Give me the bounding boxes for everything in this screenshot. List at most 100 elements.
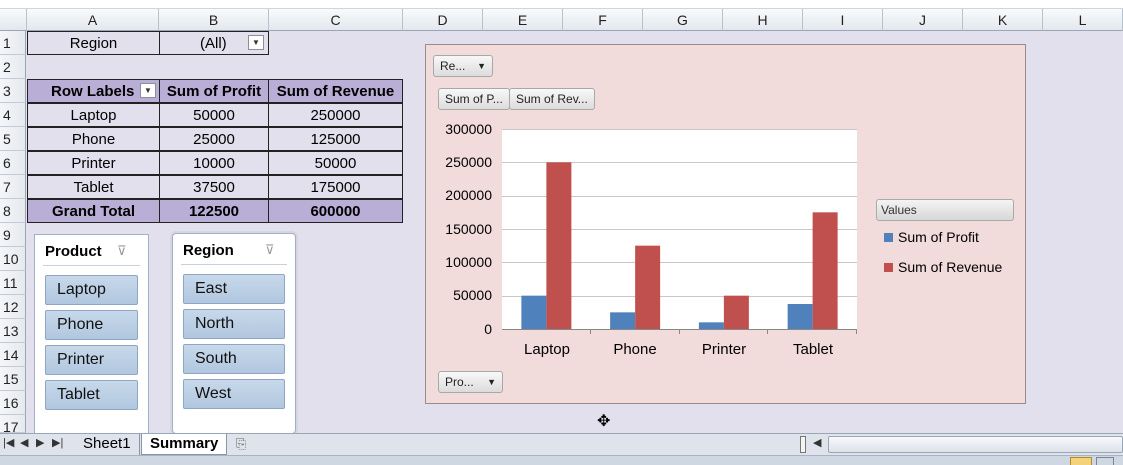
axis-field-label: Pro...	[445, 375, 474, 389]
pivot-header-revenue[interactable]: Sum of Revenue	[268, 79, 403, 103]
pivot-profit-value[interactable]: 37500	[159, 175, 269, 199]
bar-revenue-printer[interactable]	[723, 295, 749, 329]
bar-profit-printer[interactable]	[698, 322, 724, 329]
bar-profit-tablet[interactable]	[787, 304, 813, 329]
grand-total-revenue[interactable]: 600000	[268, 199, 403, 223]
value-field-button-profit[interactable]: Sum of P...	[438, 88, 510, 110]
product-slicer-title: Product	[45, 243, 102, 260]
prev-sheet-icon[interactable]: ◀	[20, 437, 29, 449]
scroll-left-icon[interactable]: ◀	[813, 437, 822, 449]
pivot-profit-value[interactable]: 25000	[159, 127, 269, 151]
column-header-k[interactable]: K	[963, 9, 1043, 31]
horizontal-scrollbar-thumb[interactable]	[828, 436, 1123, 453]
bar-profit-laptop[interactable]	[521, 295, 547, 329]
row-header-14[interactable]: 14	[0, 343, 26, 367]
row-header-2[interactable]: 2	[0, 55, 26, 79]
pivot-revenue-value[interactable]: 50000	[268, 151, 403, 175]
pivot-revenue-value[interactable]: 125000	[268, 127, 403, 151]
pivot-chart[interactable]: Re... ▼ Sum of P... Sum of Rev... 300000…	[425, 44, 1026, 404]
bar-revenue-tablet[interactable]	[812, 212, 838, 329]
row-header-15[interactable]: 15	[0, 367, 26, 391]
pivot-revenue-value[interactable]: 175000	[268, 175, 403, 199]
x-tick-label: Printer	[701, 341, 747, 358]
row-labels-dropdown-icon[interactable]: ▼	[140, 83, 156, 98]
grand-total-profit[interactable]: 122500	[159, 199, 269, 223]
row-header-3[interactable]: 3	[0, 79, 26, 103]
row-header-10[interactable]: 10	[0, 247, 26, 271]
pivot-row-label[interactable]: Tablet	[27, 175, 160, 199]
legend-swatch-revenue	[884, 263, 893, 272]
first-sheet-icon[interactable]: |◀	[3, 437, 15, 449]
pivot-header-profit[interactable]: Sum of Profit	[159, 79, 269, 103]
row-header-4[interactable]: 4	[0, 103, 26, 127]
bar-profit-phone[interactable]	[610, 312, 636, 329]
pivot-profit-value[interactable]: 50000	[159, 103, 269, 127]
row-header-13[interactable]: 13	[0, 319, 26, 343]
row-header-11[interactable]: 11	[0, 271, 26, 295]
row-header-17[interactable]: 17	[0, 415, 26, 435]
normal-view-icon[interactable]	[1070, 457, 1092, 465]
filter-dropdown-icon[interactable]: ▼	[248, 35, 264, 50]
legend-swatch-profit	[884, 233, 893, 242]
y-tick-label: 100000	[445, 254, 492, 270]
clear-filter-icon[interactable]: ⊽	[265, 242, 275, 257]
tab-split-handle[interactable]	[800, 436, 806, 453]
column-header-b[interactable]: B	[159, 9, 269, 31]
clear-filter-icon[interactable]: ⊽	[117, 243, 127, 258]
row-header-12[interactable]: 12	[0, 295, 26, 319]
grand-total-label[interactable]: Grand Total	[27, 199, 160, 223]
row-header-5[interactable]: 5	[0, 127, 26, 151]
column-header-a[interactable]: A	[27, 9, 159, 31]
pivot-profit-value[interactable]: 10000	[159, 151, 269, 175]
column-header-l[interactable]: L	[1043, 9, 1123, 31]
slicer-item-printer[interactable]: Printer	[45, 345, 138, 375]
last-sheet-icon[interactable]: ▶|	[52, 437, 64, 449]
slicer-item-tablet[interactable]: Tablet	[45, 380, 138, 410]
report-filter-value: (All)	[200, 35, 227, 52]
column-header-e[interactable]: E	[483, 9, 563, 31]
pivot-row-label[interactable]: Phone	[27, 127, 160, 151]
legend-field-button[interactable]: Values	[876, 199, 1014, 221]
column-header-i[interactable]: I	[803, 9, 883, 31]
page-layout-icon[interactable]	[1096, 457, 1114, 465]
column-header-j[interactable]: J	[883, 9, 963, 31]
column-header-d[interactable]: D	[403, 9, 483, 31]
slicer-divider	[181, 264, 287, 265]
product-slicer[interactable]: Product ⊽ Laptop Phone Printer Tablet	[34, 234, 149, 434]
plot-area	[502, 129, 857, 334]
bar-revenue-laptop[interactable]	[546, 162, 572, 329]
value-field-button-revenue[interactable]: Sum of Rev...	[509, 88, 595, 110]
slicer-item-north[interactable]: North	[183, 309, 285, 339]
row-header-1[interactable]: 1	[0, 31, 26, 55]
axis-field-button[interactable]: Pro... ▼	[438, 371, 503, 393]
report-filter-cell[interactable]: (All) ▼	[159, 31, 269, 55]
next-sheet-icon[interactable]: ▶	[36, 437, 45, 449]
pivot-row-label[interactable]: Laptop	[27, 103, 160, 127]
region-slicer[interactable]: Region ⊽ East North South West	[172, 233, 296, 434]
column-header-h[interactable]: H	[723, 9, 803, 31]
chart-filter-button[interactable]: Re... ▼	[433, 55, 493, 77]
bar-revenue-phone[interactable]	[635, 245, 661, 329]
column-header-c[interactable]: C	[269, 9, 403, 31]
insert-sheet-icon[interactable]: ⎘	[236, 436, 247, 451]
sheet-tab-sheet1[interactable]: Sheet1	[75, 434, 140, 455]
sheet-tab-summary[interactable]: Summary	[141, 434, 228, 455]
pivot-row-label[interactable]: Printer	[27, 151, 160, 175]
slicer-item-east[interactable]: East	[183, 274, 285, 304]
x-tick-label: Laptop	[524, 341, 570, 358]
legend-label-profit: Sum of Profit	[898, 229, 979, 245]
row-header-6[interactable]: 6	[0, 151, 26, 175]
slicer-item-west[interactable]: West	[183, 379, 285, 409]
select-all-corner[interactable]	[0, 9, 27, 31]
pivot-revenue-value[interactable]: 250000	[268, 103, 403, 127]
column-header-f[interactable]: F	[563, 9, 643, 31]
row-header-9[interactable]: 9	[0, 223, 26, 247]
slicer-item-phone[interactable]: Phone	[45, 310, 138, 340]
pivot-header-row-labels[interactable]: Row Labels ▼	[27, 79, 160, 103]
column-header-g[interactable]: G	[643, 9, 723, 31]
slicer-item-laptop[interactable]: Laptop	[45, 275, 138, 305]
row-header-7[interactable]: 7	[0, 175, 26, 199]
row-header-8[interactable]: 8	[0, 199, 26, 223]
slicer-item-south[interactable]: South	[183, 344, 285, 374]
row-header-16[interactable]: 16	[0, 391, 26, 415]
